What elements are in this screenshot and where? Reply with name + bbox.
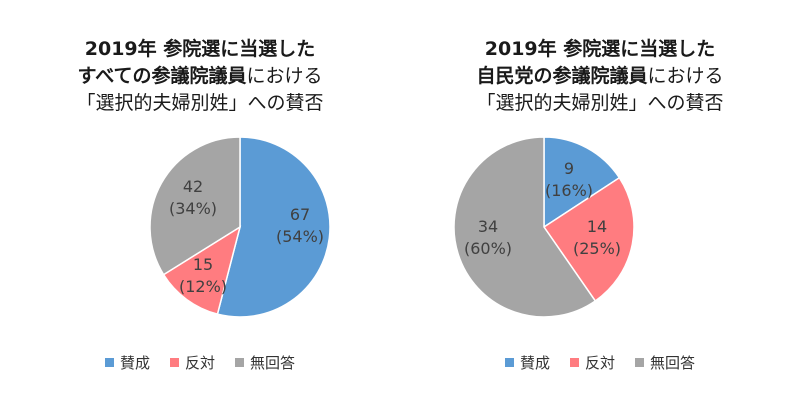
title-segment: 「選択的夫婦別姓」への賛否 — [76, 92, 324, 114]
legend-item: 反対 — [169, 352, 215, 373]
pie-slice-0 — [543, 136, 621, 229]
legend-swatch — [504, 358, 514, 367]
title-segment: 自民党の参議院議員 — [476, 65, 648, 87]
legend: 賛成 反対 無回答 — [400, 352, 800, 373]
pie-chart: 9 (16%) 14 (25%) 34 (60%) — [453, 136, 635, 318]
pie-slice-1 — [542, 176, 635, 303]
legend-label: 反対 — [584, 354, 615, 372]
title-segment: 「選択的夫婦別姓」への賛否 — [476, 92, 724, 114]
legend-label: 賛成 — [119, 354, 150, 372]
chart-title: 2019年 参院選に当選した すべての参議院議員における 「選択的夫婦別姓」への賛否 — [0, 36, 400, 117]
slice-percent-label: (12%) — [179, 277, 227, 296]
slice-value-label: 14 — [587, 217, 607, 236]
chart-left: 2019年 参院選に当選した すべての参議院議員における 「選択的夫婦別姓」への賛否… — [0, 36, 400, 373]
legend-swatch — [635, 358, 644, 367]
title-segment: 2019年 参院選に当選した — [84, 38, 316, 60]
slice-value-label: 42 — [183, 177, 203, 196]
slice-percent-label: (25%) — [573, 239, 621, 258]
legend-swatch — [104, 358, 114, 367]
legend-label: 無回答 — [650, 354, 696, 372]
slice-value-label: 34 — [478, 217, 498, 236]
title-segment: における — [647, 65, 724, 87]
legend-item: 賛成 — [504, 352, 550, 373]
slice-percent-label: (54%) — [276, 227, 324, 246]
title-line: 2019年 参院選に当選した — [400, 36, 800, 63]
pie-slice-0 — [216, 136, 331, 318]
legend: 賛成 反対 無回答 — [0, 352, 400, 373]
title-line: すべての参議院議員における — [0, 63, 400, 90]
title-line: 自民党の参議院議員における — [400, 63, 800, 90]
pie-slice-2 — [453, 136, 597, 318]
legend-label: 無回答 — [250, 354, 296, 372]
pie-slice-1 — [162, 225, 242, 316]
title-segment: 2019年 参院選に当選した — [484, 38, 716, 60]
legend-swatch — [235, 358, 244, 367]
title-line: 「選択的夫婦別姓」への賛否 — [0, 90, 400, 117]
legend-swatch — [169, 358, 179, 367]
pie-chart: 67 (54%) 15 (12%) 42 (34%) — [149, 136, 331, 318]
legend-label: 反対 — [184, 354, 215, 372]
legend-item: 無回答 — [635, 352, 695, 373]
legend-item: 無回答 — [235, 352, 295, 373]
slice-value-label: 15 — [193, 255, 213, 274]
title-line: 「選択的夫婦別姓」への賛否 — [400, 90, 800, 117]
title-segment: すべての参議院議員 — [77, 65, 247, 87]
slice-value-label: 9 — [564, 159, 574, 178]
legend-item: 反対 — [569, 352, 615, 373]
chart-title: 2019年 参院選に当選した 自民党の参議院議員における 「選択的夫婦別姓」への賛否 — [400, 36, 800, 117]
slice-value-label: 67 — [290, 205, 310, 224]
legend-swatch — [569, 358, 579, 367]
chart-right: 2019年 参院選に当選した 自民党の参議院議員における 「選択的夫婦別姓」への賛否… — [400, 0, 800, 410]
legend-label: 賛成 — [519, 354, 550, 372]
slice-percent-label: (34%) — [169, 199, 217, 218]
title-line: 2019年 参院選に当選した — [0, 36, 400, 63]
title-segment: における — [246, 65, 323, 87]
slice-percent-label: (16%) — [545, 181, 593, 200]
legend-item: 賛成 — [104, 352, 150, 373]
slice-percent-label: (60%) — [464, 239, 512, 258]
pie-slice-2 — [149, 136, 241, 276]
